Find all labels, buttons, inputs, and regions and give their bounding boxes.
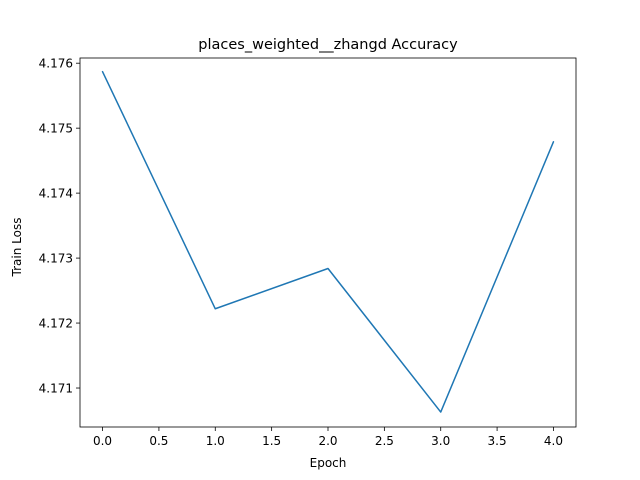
x-tick-label: 2.5 [375,434,394,448]
y-tick-label: 4.171 [39,382,73,396]
y-tick-label: 4.175 [39,122,73,136]
x-axis: 0.0 0.5 1.0 1.5 2.0 2.5 3.0 3.5 4.0 [93,427,563,448]
x-tick-label: 0.0 [93,434,112,448]
series-group [101,70,555,413]
x-tick-label: 2.0 [318,434,337,448]
x-tick-label: 3.0 [431,434,450,448]
x-tick-label: 1.5 [262,434,281,448]
x-tick-label: 4.0 [544,434,563,448]
y-axis-label: Train Loss [10,218,24,278]
series-line [101,70,555,413]
y-tick-label: 4.172 [39,317,73,331]
x-tick-label: 1.0 [206,434,225,448]
x-axis-label: Epoch [310,456,347,470]
y-tick-label: 4.176 [39,57,73,71]
y-tick-label: 4.174 [39,187,73,201]
chart-title: places_weighted__zhangd Accuracy [198,37,458,53]
y-tick-label: 4.173 [39,252,73,266]
y-axis: 4.171 4.172 4.173 4.174 4.175 4.176 [39,57,80,396]
x-tick-label: 0.5 [149,434,168,448]
x-tick-label: 3.5 [488,434,507,448]
